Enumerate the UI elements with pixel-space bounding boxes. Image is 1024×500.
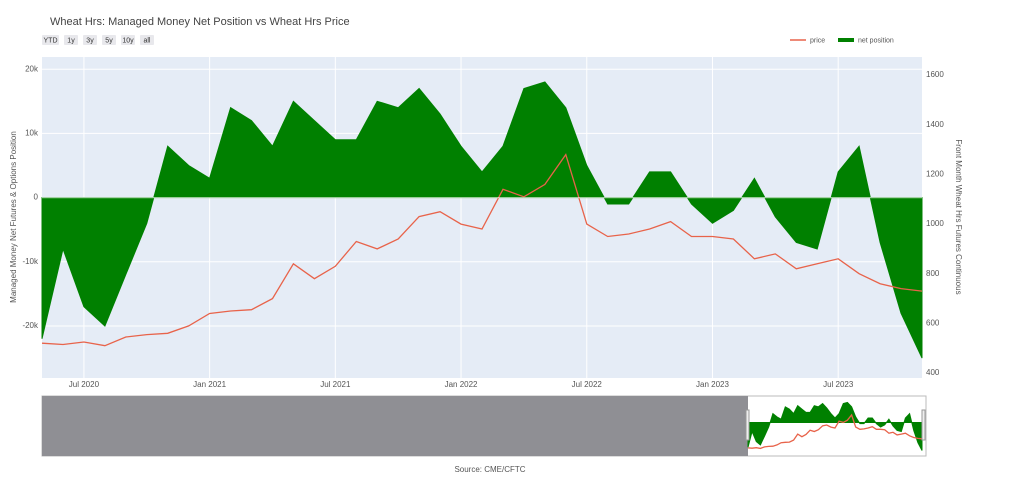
slider-handle[interactable] [921, 409, 926, 441]
x-tick-label: Jul 2023 [823, 380, 854, 389]
x-tick-label: Jan 2023 [696, 380, 729, 389]
button-label: 5y [105, 37, 113, 44]
y2-tick-label: 1400 [926, 120, 944, 129]
range-buttons: YTD 1y 3y 5y 10y all [42, 35, 154, 45]
button-bg [121, 35, 135, 45]
range-button[interactable]: YTD [42, 35, 59, 45]
range-button[interactable]: all [140, 35, 154, 45]
y2-tick-label: 600 [926, 318, 940, 327]
button-label: YTD [44, 37, 58, 44]
line [41, 153, 923, 347]
y2-tick-label: 1000 [926, 219, 944, 228]
x-tick-label: Jul 2022 [572, 380, 603, 389]
y-tick-label: 0 [34, 193, 39, 202]
x-tick-label: Jul 2020 [69, 380, 100, 389]
button-bg [83, 35, 97, 45]
y-tick-label: 20k [25, 64, 39, 73]
y2-tick-label: 1600 [926, 70, 944, 79]
button-bg [140, 35, 154, 45]
button-label: 3y [86, 37, 94, 44]
x-tick-label: Jul 2021 [320, 380, 351, 389]
legend-swatch [838, 38, 854, 42]
line-mini [747, 413, 923, 450]
range-button[interactable]: 3y [83, 35, 97, 45]
range-button[interactable]: 10y [121, 35, 135, 45]
y2-tick-label: 1200 [926, 170, 944, 179]
range-button[interactable]: 5y [102, 35, 116, 45]
button-bg [102, 35, 116, 45]
legend-label: net position [858, 37, 894, 44]
y-tick-label: -20k [22, 321, 39, 330]
button-label: 1y [67, 37, 75, 44]
button-bg [64, 35, 78, 45]
legend-label: price [810, 37, 825, 44]
slider-mask [42, 396, 748, 456]
y2-tick-label: 400 [926, 368, 940, 377]
source-note: Source: CME/CFTC [454, 465, 525, 474]
button-bg [42, 35, 59, 45]
y-tick-label: 10k [25, 129, 39, 138]
x-tick-label: Jan 2022 [445, 380, 478, 389]
button-label: all [143, 37, 150, 44]
y2-tick-label: 800 [926, 269, 940, 278]
button-label: 10y [122, 37, 134, 44]
area-mini [747, 401, 923, 451]
y2-axis-title: Front Month Wheat Hrs Futures Continuous [954, 139, 963, 294]
x-tick-label: Jan 2021 [193, 380, 226, 389]
y-tick-label: -10k [22, 257, 39, 266]
range-button[interactable]: 1y [64, 35, 78, 45]
slider-handle[interactable] [745, 409, 750, 441]
y-axis-title: Managed Money Net Futures & Options Posi… [9, 131, 18, 303]
chart-title: Wheat Hrs: Managed Money Net Position vs… [50, 16, 350, 28]
area [41, 81, 923, 359]
